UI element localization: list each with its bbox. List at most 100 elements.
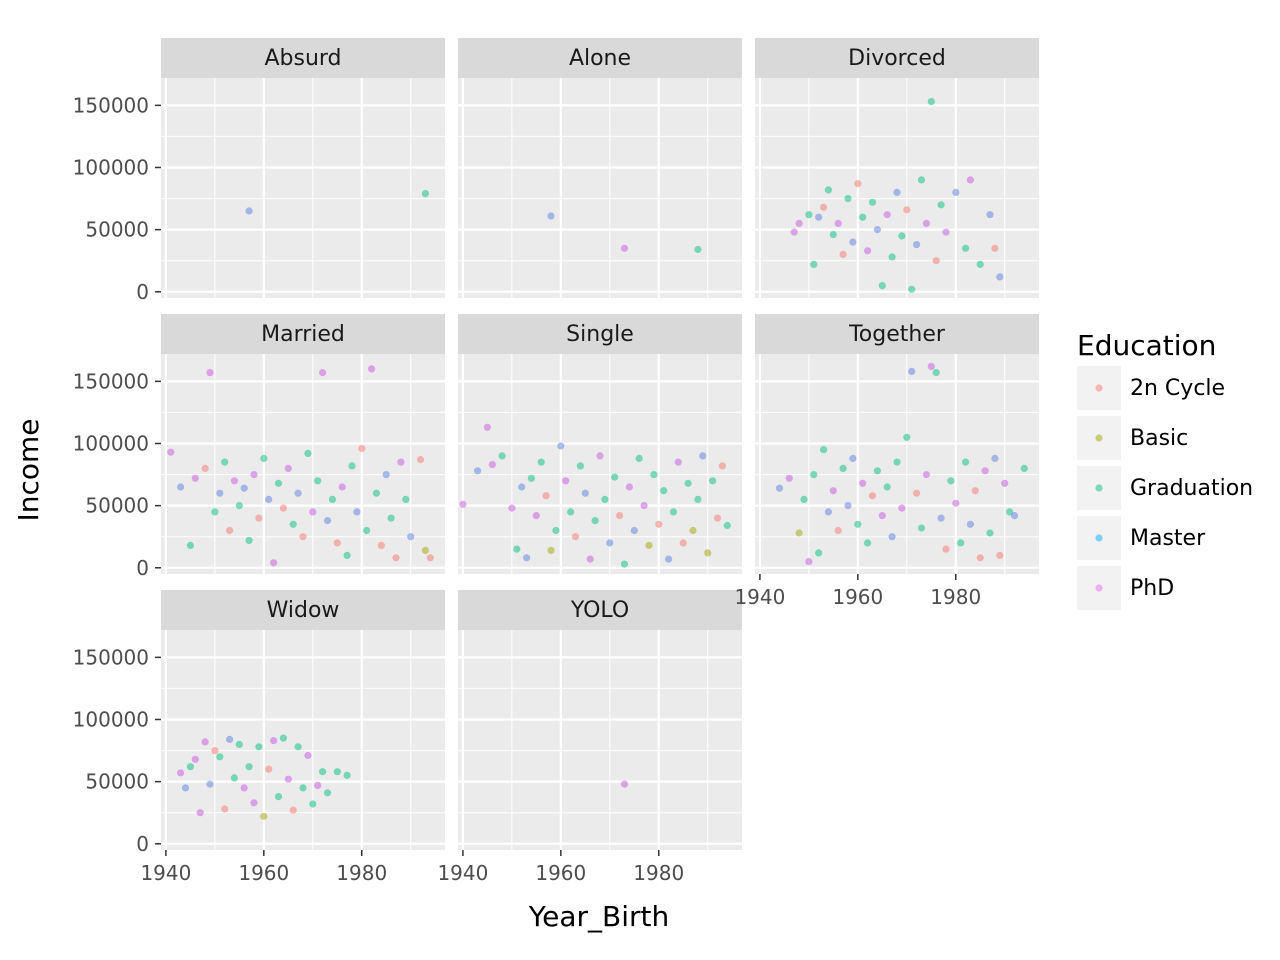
data-point (309, 800, 317, 808)
x-tick-label: 1940 (734, 585, 785, 609)
facet-panel: Absurd (161, 38, 445, 298)
data-point (820, 203, 828, 211)
data-point (260, 812, 268, 821)
data-point (387, 514, 395, 522)
axes-layer: 0 50000 100000 150000 0 50000 100000 150000 1940… (73, 93, 982, 885)
data-point (849, 238, 857, 246)
x-tick-label: 1960 (832, 585, 883, 609)
data-point (839, 250, 847, 259)
data-point (962, 244, 970, 252)
data-point (353, 508, 361, 516)
panel-background (755, 78, 1039, 298)
data-point (265, 765, 273, 773)
data-point (660, 487, 668, 495)
y-tick-label: 100000 (73, 155, 149, 179)
data-point (230, 774, 238, 782)
y-tick-label: 100000 (73, 431, 149, 455)
points-group (459, 423, 731, 568)
data-point (1006, 508, 1014, 516)
data-point (216, 753, 224, 761)
facet-panel: Married (161, 314, 445, 574)
data-point (699, 452, 707, 460)
data-point (270, 559, 278, 567)
data-point (181, 784, 190, 792)
y-tick-label: 150000 (73, 93, 149, 117)
data-point (421, 546, 429, 555)
legend-swatch (1095, 384, 1103, 392)
data-point (917, 524, 926, 532)
data-point (665, 555, 673, 563)
data-point (245, 536, 253, 545)
data-point (513, 545, 521, 553)
data-point (358, 444, 366, 453)
data-point (483, 423, 491, 431)
facet-strip (458, 314, 742, 354)
data-point (655, 520, 663, 528)
data-point (723, 521, 731, 530)
data-point (810, 471, 818, 479)
points-group (620, 780, 629, 788)
data-point (824, 186, 833, 194)
facet-panel: Divorced (755, 38, 1039, 298)
data-point (309, 508, 317, 516)
data-point (299, 784, 307, 792)
data-point (591, 517, 599, 525)
y-tick-label: 150000 (73, 369, 149, 393)
data-point (883, 211, 891, 219)
data-point (888, 533, 896, 541)
data-point (289, 806, 297, 814)
data-point (795, 529, 803, 537)
data-point (274, 479, 283, 487)
data-point (620, 244, 629, 252)
data-point (211, 508, 219, 516)
data-point (917, 176, 926, 184)
data-point (1001, 479, 1009, 487)
data-point (211, 747, 219, 755)
facet-panel: Together (755, 314, 1039, 574)
data-point (611, 473, 619, 481)
panel-background (458, 78, 742, 298)
data-point (338, 483, 346, 491)
data-point (576, 462, 585, 470)
facet-strip (755, 38, 1039, 78)
legend-swatch (1095, 584, 1103, 592)
data-point (571, 533, 580, 541)
legend-label: Basic (1130, 426, 1188, 451)
data-point (426, 554, 434, 562)
data-point (542, 492, 550, 500)
data-point (348, 462, 356, 470)
points-group (790, 98, 1004, 293)
panel-background (161, 630, 445, 850)
data-point (527, 474, 536, 482)
legend-item: Graduation (1077, 466, 1253, 510)
legend-swatch (1095, 434, 1103, 442)
data-point (839, 464, 847, 472)
data-point (314, 477, 322, 485)
data-point (645, 541, 653, 550)
data-point (790, 228, 798, 236)
data-point (966, 176, 975, 184)
data-point (689, 526, 697, 535)
data-point (333, 539, 341, 547)
data-point (834, 219, 842, 227)
data-point (177, 483, 185, 491)
data-point (859, 479, 867, 487)
data-point (299, 533, 307, 541)
data-point (265, 495, 273, 503)
data-point (581, 489, 589, 497)
data-point (932, 369, 940, 377)
data-point (971, 487, 979, 495)
x-tick-label: 1980 (633, 861, 684, 885)
data-point (844, 502, 852, 510)
data-point (785, 474, 793, 482)
data-point (805, 558, 813, 566)
data-point (635, 454, 643, 462)
x-tick-label: 1980 (336, 861, 387, 885)
data-point (718, 462, 727, 470)
data-point (873, 226, 882, 234)
facet-strip-label: YOLO (570, 598, 629, 623)
legend-label: Master (1130, 526, 1206, 551)
data-point (221, 458, 229, 466)
data-point (201, 464, 209, 472)
